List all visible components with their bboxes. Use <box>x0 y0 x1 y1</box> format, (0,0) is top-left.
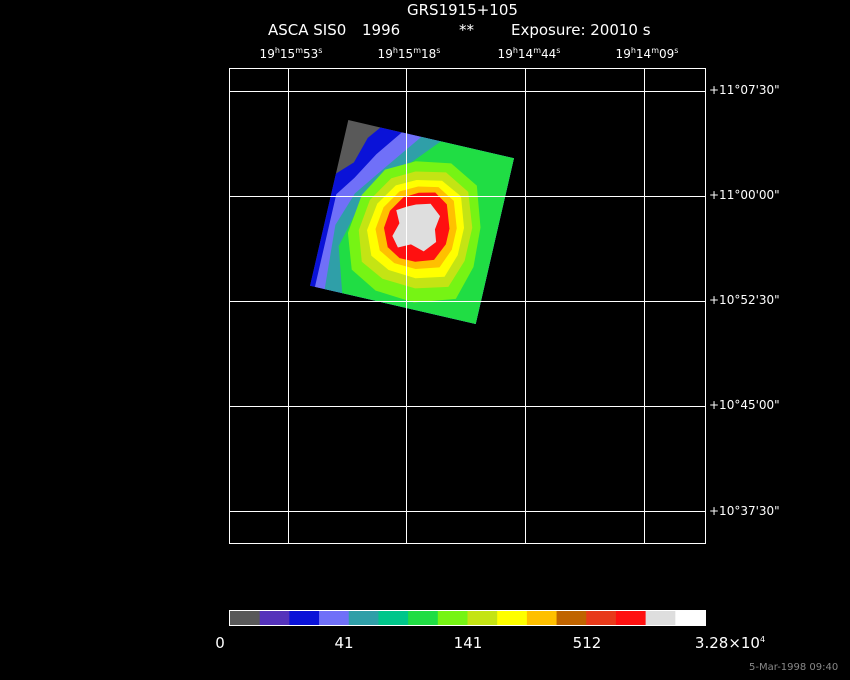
colorbar-segment <box>289 611 320 625</box>
colorbar-segment <box>497 611 528 625</box>
colorbar-segment <box>586 611 617 625</box>
colorbar-label: 3.28×104 <box>694 634 766 652</box>
colorbar-segment <box>675 611 706 625</box>
marker-label: ** <box>459 21 474 39</box>
ra-tick-label: 19h14m44s <box>497 46 561 61</box>
exposure-label: Exposure: 20010 s <box>511 21 651 39</box>
colorbar-label: 0 <box>215 634 225 652</box>
colorbar-segment <box>259 611 290 625</box>
colorbar-segment <box>437 611 468 625</box>
plot-frame <box>229 68 706 544</box>
ra-tick-label: 19h14m09s <box>615 46 679 61</box>
xray-chip-image <box>310 120 514 324</box>
colorbar-label: 512 <box>572 634 602 652</box>
colorbar-segment <box>556 611 587 625</box>
colorbar-segment <box>645 611 676 625</box>
year-label: 1996 <box>362 21 401 39</box>
colorbar <box>230 611 706 625</box>
colorbar-segment <box>526 611 558 625</box>
dec-tick-label: +10°52'30" <box>709 293 780 307</box>
colorbar-segment <box>615 611 647 625</box>
instrument-label: ASCA SIS0 <box>268 21 347 39</box>
dec-tick-label: +11°07'30" <box>709 83 780 97</box>
dec-tick-label: +11°00'00" <box>709 188 780 202</box>
colorbar-segment <box>408 611 439 625</box>
ra-tick-label: 19h15m18s <box>377 46 441 61</box>
colorbar-segment <box>319 611 350 625</box>
object-title: GRS1915+105 <box>407 1 518 19</box>
coordinate-grid <box>229 68 706 544</box>
colorbar-label: 141 <box>453 634 483 652</box>
colorbar-segment <box>230 611 261 625</box>
colorbar-segment <box>378 611 409 625</box>
dec-tick-label: +10°45'00" <box>709 398 780 412</box>
timestamp: 5-Mar-1998 09:40 <box>749 662 839 673</box>
colorbar-segment <box>348 611 379 625</box>
colorbar-frame <box>229 610 706 626</box>
colorbar-label: 41 <box>334 634 354 652</box>
dec-tick-label: +10°37'30" <box>709 504 780 518</box>
colorbar-segment <box>467 611 498 625</box>
ra-tick-label: 19h15m53s <box>259 46 323 61</box>
contour-core <box>392 203 441 252</box>
